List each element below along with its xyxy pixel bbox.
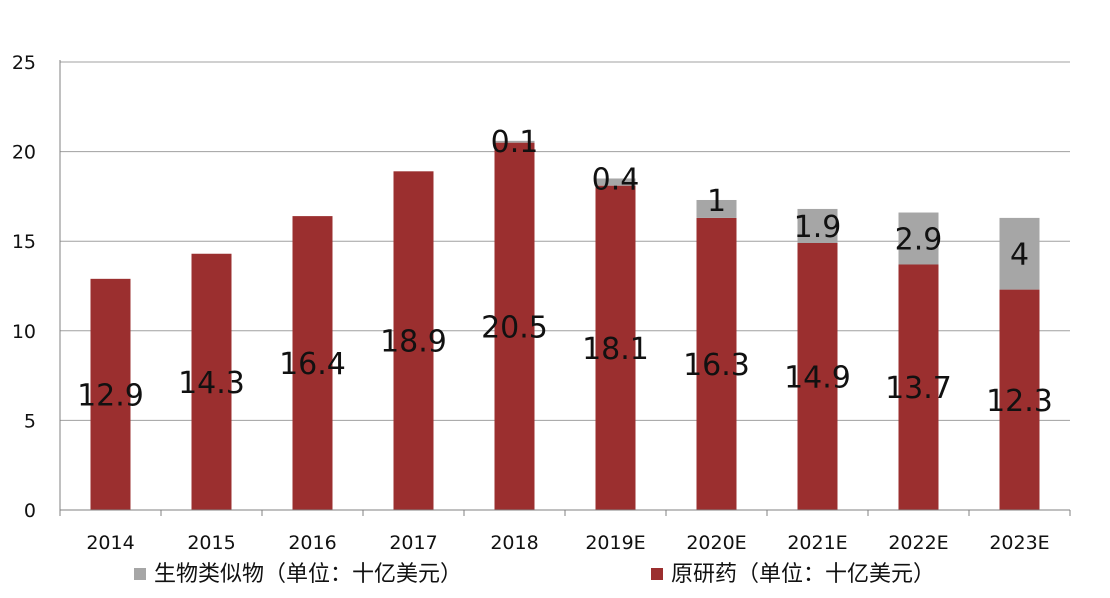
bar-biosimilar — [595, 178, 636, 186]
bars — [90, 140, 1040, 511]
y-tick-label: 10 — [12, 321, 36, 343]
data-label-original: 18.1 — [582, 332, 649, 367]
legend: 生物类似物（单位：十亿美元） 原研药（单位：十亿美元） — [134, 562, 935, 587]
bar-biosimilar — [797, 208, 838, 243]
data-label-original: 20.5 — [481, 310, 548, 345]
x-tick-label: 2017 — [389, 532, 437, 554]
data-label-biosimilar: 2.9 — [895, 223, 943, 258]
data-label-biosimilar: 4 — [1010, 238, 1029, 273]
x-tick-label: 2021E — [787, 532, 847, 554]
bar-original — [696, 217, 737, 511]
x-tick-label: 2015 — [187, 532, 235, 554]
bar-original — [797, 242, 838, 510]
bar-original — [999, 289, 1040, 510]
legend-entry: 原研药（单位：十亿美元） — [671, 562, 935, 587]
data-label-original: 14.3 — [178, 366, 245, 401]
x-tick-label: 2023E — [989, 532, 1049, 554]
data-label-original: 18.9 — [380, 325, 447, 360]
bar-original — [595, 185, 636, 510]
x-tick-label: 2014 — [86, 532, 134, 554]
y-axis: 0 5 10 15 20 25 — [12, 52, 61, 522]
data-label-original: 12.9 — [77, 378, 144, 413]
bar-biosimilar — [999, 217, 1040, 290]
legend-swatch — [134, 568, 146, 580]
legend-swatch — [651, 568, 663, 580]
legend-entry: 生物类似物（单位：十亿美元） — [154, 562, 462, 587]
bar-original — [90, 278, 131, 510]
y-tick-label: 0 — [24, 500, 36, 522]
data-label-original: 13.7 — [885, 371, 952, 406]
y-tick-label: 20 — [12, 142, 36, 164]
data-label-biosimilar: 1 — [707, 184, 726, 219]
data-label-biosimilar: 1.9 — [794, 210, 842, 245]
x-axis: 2014 2015 2016 2017 2018 2019E 2020E 2021E 2022E… — [59, 509, 1071, 554]
x-tick-label: 2018 — [490, 532, 538, 554]
bar-original — [494, 142, 535, 510]
bar-original — [191, 253, 232, 510]
x-tick-label: 2022E — [888, 532, 948, 554]
x-tick-label: 2016 — [288, 532, 336, 554]
bar-biosimilar — [898, 212, 939, 265]
bar-original — [393, 171, 434, 510]
x-tick-label: 2019E — [585, 532, 645, 554]
bar-biosimilar — [696, 199, 737, 218]
data-label-original: 16.3 — [683, 348, 750, 383]
data-label-original: 16.4 — [279, 347, 346, 382]
data-label-original: 12.3 — [986, 384, 1053, 419]
bar-biosimilar — [494, 140, 535, 143]
data-label-original: 14.9 — [784, 360, 851, 395]
data-label-biosimilar: 0.1 — [491, 125, 539, 160]
y-tick-label: 25 — [12, 52, 36, 74]
data-labels: 12.9 14.3 16.4 18.9 20.5 0.1 18.1 0.4 16.3 1 14.9 1… — [77, 125, 1053, 419]
y-tick-label: 15 — [12, 231, 36, 253]
x-tick-label: 2020E — [686, 532, 746, 554]
bar-original — [898, 264, 939, 510]
y-tick-label: 5 — [24, 410, 36, 432]
data-label-biosimilar: 0.4 — [592, 162, 640, 197]
bar-original — [292, 216, 333, 510]
